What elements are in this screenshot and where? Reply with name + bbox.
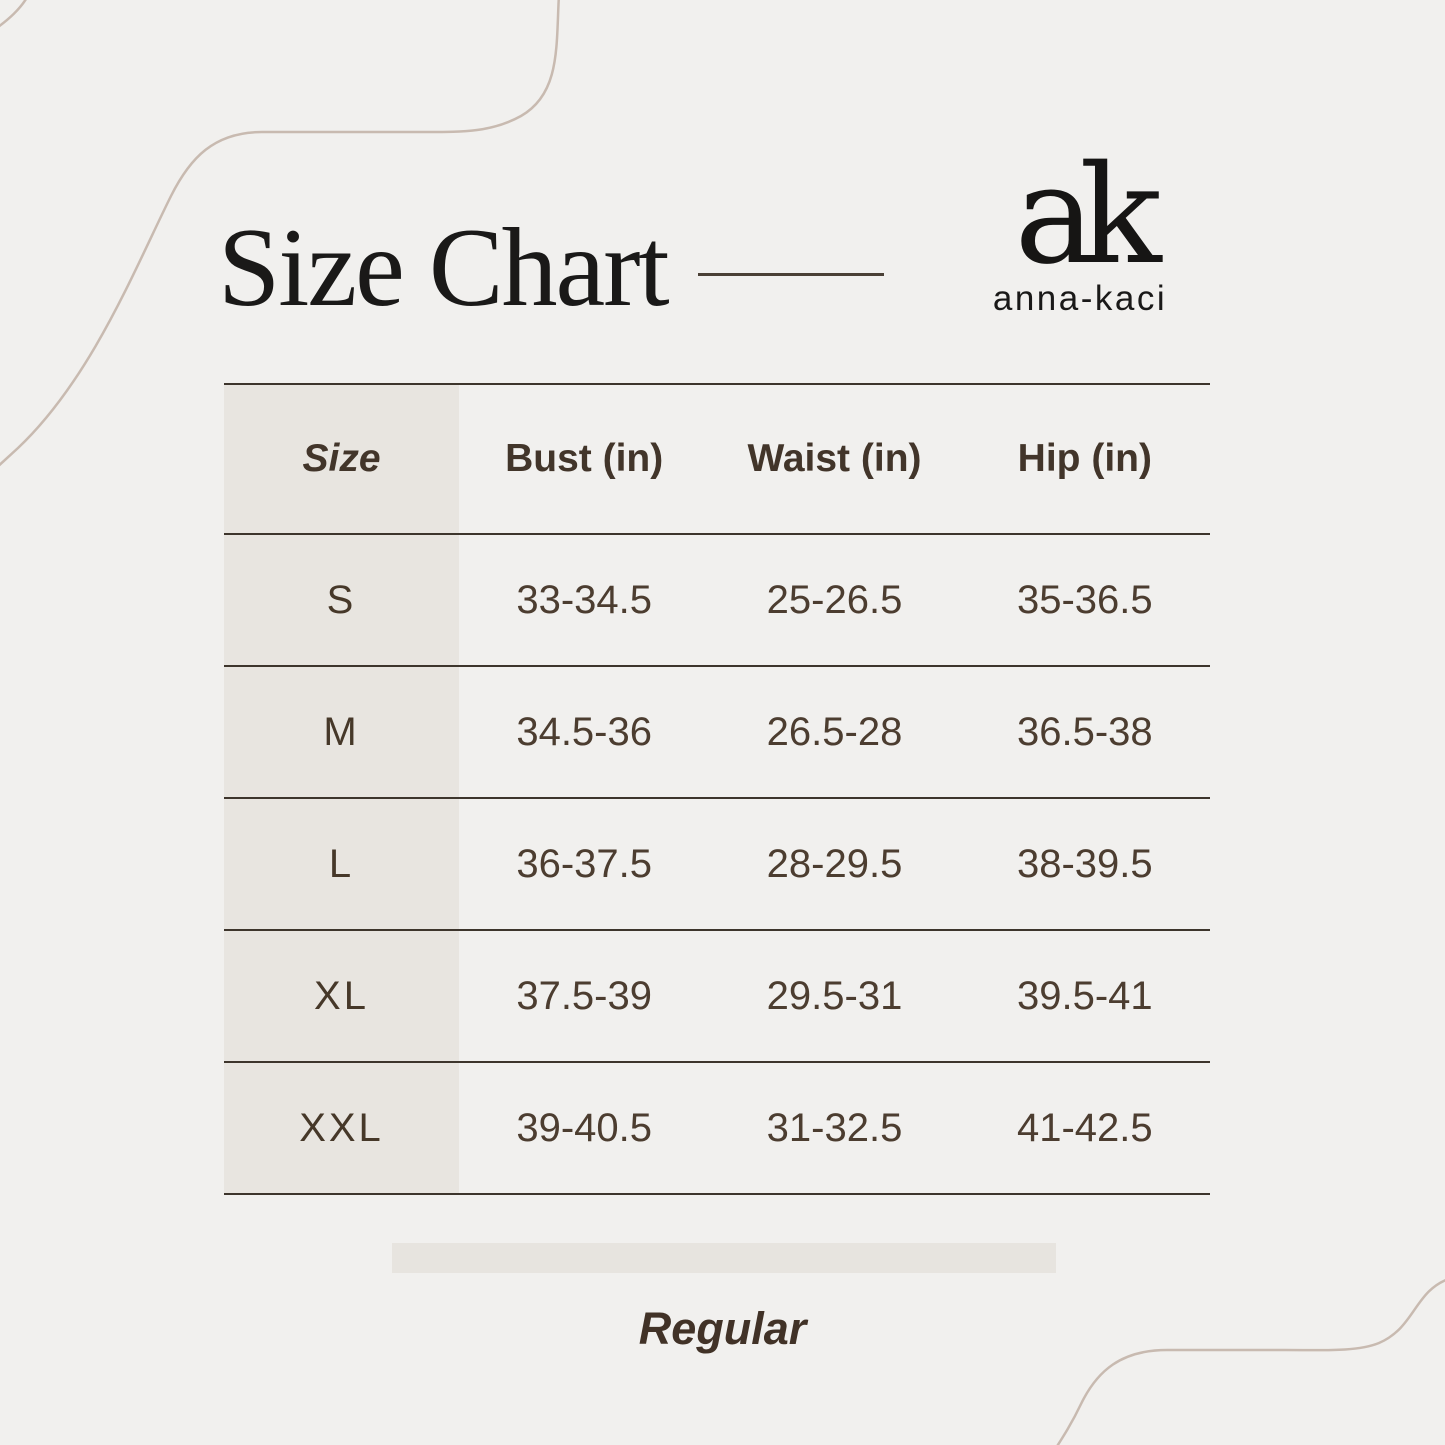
footer-highlight-bar xyxy=(392,1243,1056,1273)
table-row-l: L 36-37.5 28-29.5 38-39.5 xyxy=(224,799,1210,931)
table-row-xl: XL 37.5-39 29.5-31 39.5-41 xyxy=(224,931,1210,1063)
bust-value: 36-37.5 xyxy=(516,841,652,886)
size-label: S xyxy=(224,535,459,665)
size-chart-table: Size Bust (in) Waist (in) Hip (in) S 33-… xyxy=(224,383,1210,1195)
hip-value: 41-42.5 xyxy=(1016,1105,1153,1150)
table-row-xxl: XXL 39-40.5 31-32.5 41-42.5 xyxy=(224,1063,1210,1195)
header-size: Size xyxy=(224,385,459,533)
table-row-s: S 33-34.5 25-26.5 35-36.5 xyxy=(224,535,1210,667)
table-header-row: Size Bust (in) Waist (in) Hip (in) xyxy=(224,385,1210,535)
header-hip: Hip (in) xyxy=(1017,437,1152,480)
waist-value: 29.5-31 xyxy=(766,973,903,1018)
waist-value: 28-29.5 xyxy=(766,841,903,886)
waist-value: 25-26.5 xyxy=(766,577,903,622)
hip-value: 36.5-38 xyxy=(1016,709,1153,754)
bust-value: 34.5-36 xyxy=(516,709,652,754)
hip-value: 35-36.5 xyxy=(1016,577,1153,622)
bust-value: 33-34.5 xyxy=(516,577,652,622)
size-label: XL xyxy=(224,931,459,1061)
brand-monogram-ak: ak xyxy=(1014,137,1162,295)
top-left-corner-curve-small xyxy=(0,0,27,28)
waist-value: 26.5-28 xyxy=(766,709,903,754)
hip-value: 39.5-41 xyxy=(1016,973,1153,1018)
size-label: L xyxy=(224,799,459,929)
size-label: M xyxy=(224,667,459,797)
bust-value: 39-40.5 xyxy=(516,1105,652,1150)
size-label: XXL xyxy=(224,1063,459,1193)
header-bust: Bust (in) xyxy=(505,437,664,480)
brand-name: anna-kaci xyxy=(992,279,1168,319)
bottom-right-curve xyxy=(1056,1279,1445,1445)
page-title: Size Chart xyxy=(218,206,670,330)
header-waist: Waist (in) xyxy=(747,437,922,480)
brand-logo: ak anna-kaci xyxy=(985,137,1175,319)
hip-value: 38-39.5 xyxy=(1016,841,1153,886)
fit-type-label: Regular xyxy=(638,1303,807,1354)
table-row-m: M 34.5-36 26.5-28 36.5-38 xyxy=(224,667,1210,799)
waist-value: 31-32.5 xyxy=(766,1105,903,1150)
bust-value: 37.5-39 xyxy=(516,973,652,1018)
title-dash-line xyxy=(698,273,884,276)
top-left-curve xyxy=(0,0,560,467)
